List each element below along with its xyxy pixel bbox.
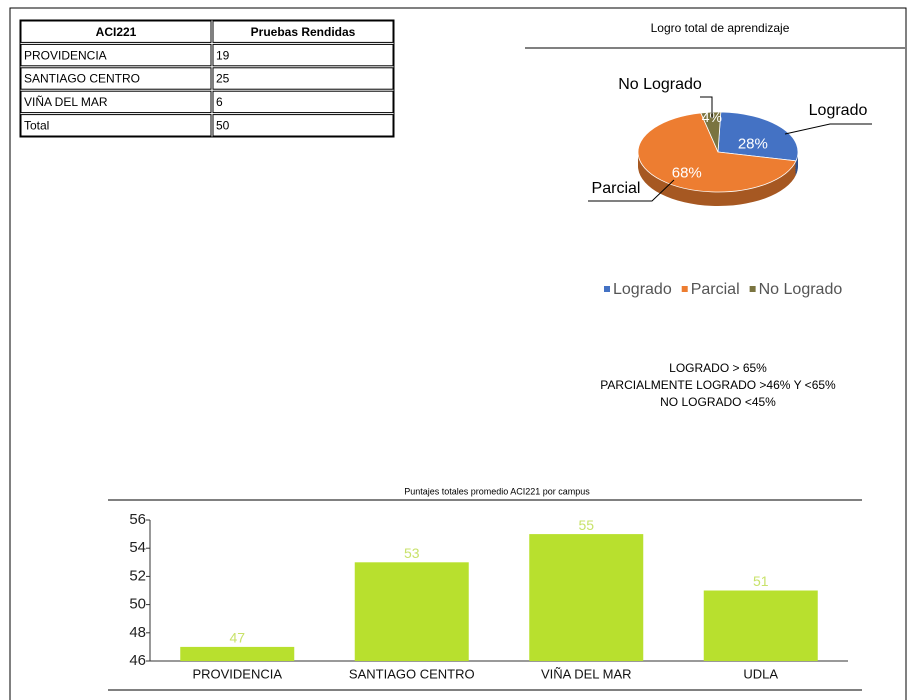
table-cell bbox=[20, 20, 212, 43]
callout-label: Logrado bbox=[809, 102, 868, 119]
table-cell bbox=[212, 90, 394, 114]
bar bbox=[703, 590, 818, 661]
page-frame bbox=[9, 7, 907, 700]
pie-slice bbox=[637, 112, 797, 193]
y-tick-label: 48 bbox=[129, 624, 146, 641]
table-cell-text: 50 bbox=[216, 118, 230, 132]
callout-label: No Logrado bbox=[618, 76, 702, 93]
table-cell-text: SANTIAGO CENTRO bbox=[24, 72, 140, 86]
table-cell-text: Total bbox=[24, 118, 49, 132]
table-cell bbox=[20, 43, 212, 67]
callout-label: Parcial bbox=[592, 180, 641, 197]
x-tick-label: SANTIAGO CENTRO bbox=[349, 666, 475, 681]
callout-line bbox=[700, 96, 713, 118]
bar-value-label: 47 bbox=[229, 630, 245, 646]
pie-value-label: 28% bbox=[738, 136, 768, 153]
table-cell bbox=[212, 67, 394, 90]
x-tick-label: UDLA bbox=[743, 666, 778, 681]
y-tick-label: 50 bbox=[129, 596, 146, 613]
bar-value-label: 53 bbox=[404, 545, 420, 561]
y-tick-label: 56 bbox=[129, 511, 146, 528]
legend-label: Logrado bbox=[613, 281, 672, 298]
table-cell bbox=[212, 114, 394, 137]
table-cell bbox=[20, 90, 212, 114]
bar-value-label: 55 bbox=[578, 517, 594, 533]
pie-slice bbox=[700, 111, 722, 153]
y-tick-label: 46 bbox=[129, 652, 146, 669]
legend-label: Parcial bbox=[691, 281, 740, 298]
bar bbox=[354, 562, 469, 661]
table-cell bbox=[20, 67, 212, 90]
bar-title: Puntajes totales promedio ACI221 por cam… bbox=[404, 486, 590, 496]
legend-label: No Logrado bbox=[759, 281, 843, 298]
table-cell-text: VIÑA DEL MAR bbox=[24, 95, 108, 109]
table-cell-text: 25 bbox=[216, 72, 230, 86]
legend-swatch bbox=[749, 286, 756, 292]
table-cell-text: PROVIDENCIA bbox=[24, 48, 107, 62]
callout-line bbox=[588, 179, 675, 202]
criteria-note: PARCIALMENTE LOGRADO >46% Y <65% bbox=[600, 378, 836, 392]
legend-swatch bbox=[681, 286, 688, 292]
legend-swatch bbox=[604, 286, 610, 292]
table-cell bbox=[212, 43, 394, 67]
table-cell bbox=[212, 20, 394, 43]
table-header: ACI221 bbox=[96, 25, 137, 39]
x-tick-label: VIÑA DEL MAR bbox=[541, 666, 632, 681]
callout-line bbox=[784, 123, 872, 135]
table-border bbox=[19, 19, 395, 138]
criteria-note: NO LOGRADO <45% bbox=[660, 395, 776, 409]
pie-slice bbox=[717, 111, 799, 162]
bar bbox=[529, 534, 644, 661]
table-cell bbox=[20, 114, 212, 137]
y-tick-label: 52 bbox=[129, 567, 146, 584]
table-header: Pruebas Rendidas bbox=[251, 25, 356, 39]
table-cell-text: 6 bbox=[216, 95, 223, 109]
bar-value-label: 51 bbox=[753, 573, 769, 589]
table-cell-text: 19 bbox=[216, 48, 230, 62]
pie-title: Logro total de aprendizaje bbox=[651, 21, 790, 35]
pie-value-label: 68% bbox=[672, 164, 702, 181]
bar bbox=[180, 646, 295, 661]
y-tick-label: 54 bbox=[129, 539, 146, 556]
criteria-note: LOGRADO > 65% bbox=[669, 361, 767, 375]
x-tick-label: PROVIDENCIA bbox=[192, 666, 282, 681]
